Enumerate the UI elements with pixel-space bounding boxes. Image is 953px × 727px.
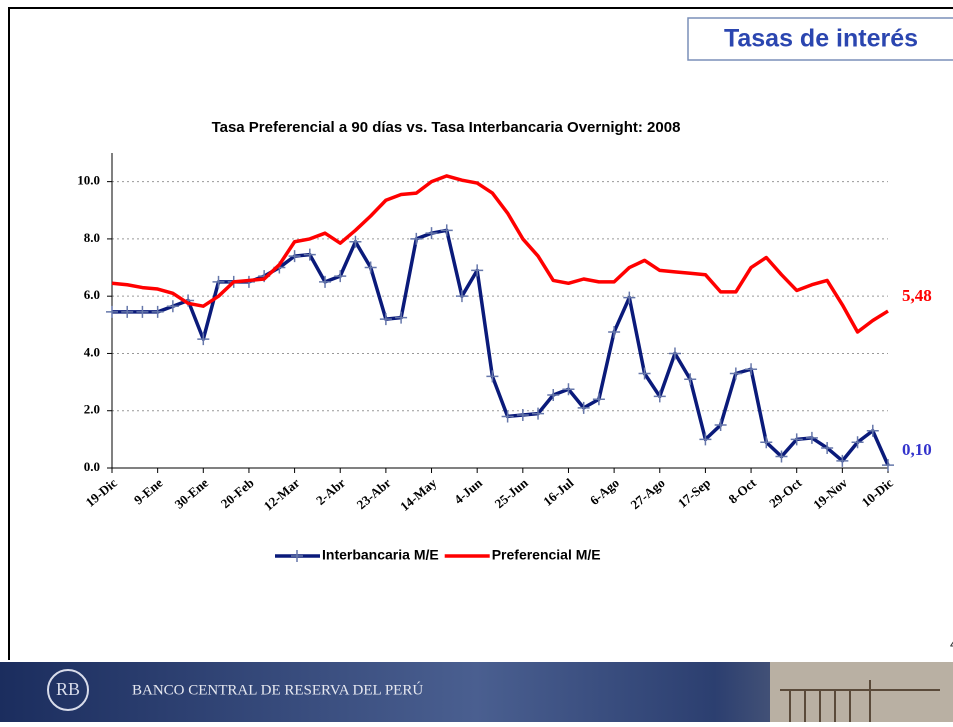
y-tick-label: 8.0 bbox=[84, 230, 100, 245]
legend-label: Preferencial M/E bbox=[492, 547, 601, 563]
point-marker bbox=[410, 233, 422, 245]
point-marker bbox=[167, 300, 179, 312]
x-tick-label: 16-Jul bbox=[540, 475, 576, 509]
x-tick-label: 29-Oct bbox=[766, 475, 805, 511]
x-tick-label: 27-Ago bbox=[628, 475, 668, 512]
value-label: 5,48 bbox=[902, 286, 932, 305]
x-tick-label: 17-Sep bbox=[675, 475, 713, 511]
point-marker bbox=[623, 292, 635, 304]
header-title: Tasas de interés bbox=[724, 25, 918, 53]
x-tick-label: 25-Jun bbox=[492, 475, 532, 512]
point-marker bbox=[426, 227, 438, 239]
point-marker bbox=[121, 306, 133, 318]
point-marker bbox=[730, 368, 742, 380]
x-tick-label: 2-Abr bbox=[313, 475, 348, 508]
point-marker bbox=[106, 306, 118, 318]
slide: Tasas de interés Tasa Preferencial a 90 … bbox=[0, 0, 953, 722]
y-tick-label: 0.0 bbox=[84, 459, 100, 474]
point-marker bbox=[882, 459, 894, 471]
point-marker bbox=[334, 270, 346, 282]
y-tick-label: 4.0 bbox=[84, 344, 100, 359]
point-marker bbox=[745, 363, 757, 375]
y-tick-label: 6.0 bbox=[84, 287, 100, 302]
x-tick-label: 9-Ene bbox=[131, 475, 166, 508]
point-marker bbox=[486, 370, 498, 382]
footer-institution: BANCO CENTRAL DE RESERVA DEL PERÚ bbox=[132, 681, 423, 698]
footer-photo bbox=[770, 662, 953, 722]
logo-mark: RB bbox=[56, 679, 80, 699]
point-marker bbox=[213, 276, 225, 288]
x-tick-label: 4-Jun bbox=[451, 475, 486, 507]
point-marker bbox=[136, 306, 148, 318]
x-tick-label: 20-Feb bbox=[218, 475, 257, 511]
x-tick-label: 8-Oct bbox=[725, 475, 759, 507]
x-tick-label: 19-Dic bbox=[83, 475, 120, 510]
y-tick-label: 10.0 bbox=[77, 173, 100, 188]
chart-title: Tasa Preferencial a 90 días vs. Tasa Int… bbox=[212, 119, 681, 136]
value-label: 0,10 bbox=[902, 440, 932, 459]
point-marker bbox=[380, 313, 392, 325]
x-tick-label: 30-Ene bbox=[172, 475, 212, 512]
point-marker bbox=[502, 410, 514, 422]
series-line bbox=[112, 176, 888, 332]
x-tick-label: 12-Mar bbox=[261, 475, 303, 514]
x-tick-label: 6-Ago bbox=[587, 475, 622, 508]
point-marker bbox=[197, 333, 209, 345]
point-marker bbox=[441, 224, 453, 236]
x-tick-label: 19-Nov bbox=[810, 475, 850, 512]
x-tick-label: 14-May bbox=[397, 475, 440, 514]
legend-marker bbox=[291, 550, 303, 562]
page: Tasas de interés Tasa Preferencial a 90 … bbox=[0, 0, 953, 722]
point-marker bbox=[608, 326, 620, 338]
x-tick-label: 23-Abr bbox=[354, 475, 394, 512]
point-marker bbox=[152, 306, 164, 318]
slide-border bbox=[9, 8, 953, 660]
legend-label: Interbancaria M/E bbox=[322, 547, 439, 563]
point-marker bbox=[395, 312, 407, 324]
x-tick-label: 10-Dic bbox=[859, 475, 896, 510]
y-tick-label: 2.0 bbox=[84, 402, 100, 417]
